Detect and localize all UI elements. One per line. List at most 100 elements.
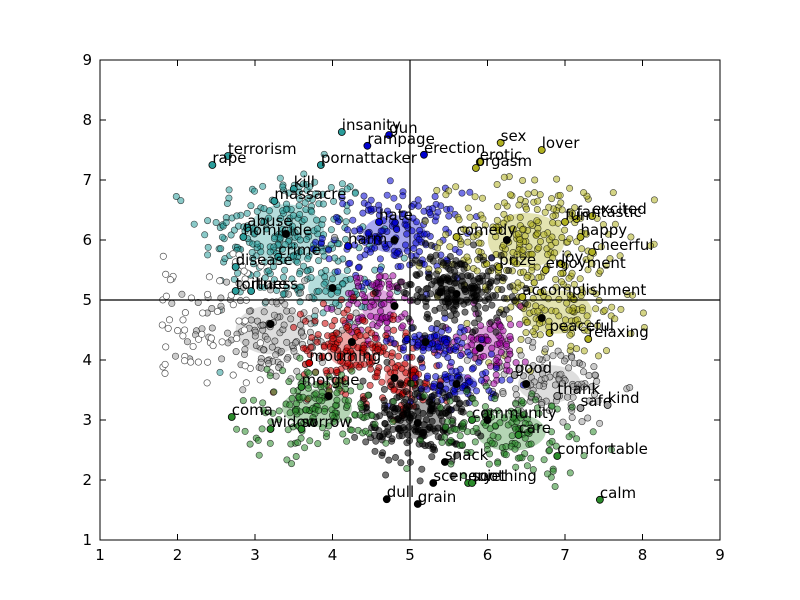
scatter-point (485, 460, 493, 468)
scatter-point (456, 351, 464, 359)
scatter-point (375, 412, 383, 420)
scatter-point (399, 192, 407, 200)
scatter-point (506, 191, 514, 199)
scatter-point (376, 307, 384, 315)
scatter-point (396, 278, 404, 286)
scatter-point (543, 470, 551, 478)
scatter-point (458, 277, 466, 285)
scatter-point (484, 293, 492, 301)
scatter-point (530, 189, 538, 197)
scatter-point (557, 269, 565, 277)
scatter-point (626, 383, 634, 391)
scatter-point (279, 367, 287, 375)
scatter-point (463, 253, 471, 261)
scatter-point (372, 437, 380, 445)
scatter-point (351, 410, 359, 418)
scatter-point (500, 173, 508, 181)
scatter-point (299, 344, 307, 352)
scatter-point (181, 326, 189, 334)
scatter-point (415, 235, 423, 243)
scatter-point (342, 235, 350, 243)
scatter-point (594, 397, 602, 405)
axis-ticks: 1 2 3 4 5 6 7 8 9 1 2 3 4 5 6 7 8 9 (82, 51, 724, 564)
scatter-point (322, 367, 330, 375)
word-label: pornattacker (321, 149, 418, 167)
scatter-point (627, 233, 635, 241)
word-point (227, 413, 236, 421)
scatter-point (442, 191, 450, 199)
scatter-point (460, 265, 468, 273)
word-point (588, 248, 597, 256)
word-point (270, 197, 279, 205)
word-point (471, 164, 480, 172)
scatter-point (477, 432, 485, 440)
scatter-point (568, 353, 576, 361)
scatter-point (481, 304, 489, 312)
word-label: illness (251, 275, 298, 293)
scatter-point (486, 425, 494, 433)
scatter-point (240, 326, 248, 334)
scatter-point (502, 451, 510, 459)
cluster-centroids (266, 230, 546, 427)
word-point (382, 495, 391, 504)
scatter-point (299, 180, 307, 188)
word-point (475, 158, 484, 166)
scatter-point (548, 233, 556, 241)
scatter-point (279, 273, 287, 281)
scatter-point (239, 283, 247, 291)
scatter-point (525, 243, 533, 251)
scatter-point (381, 419, 389, 427)
scatter-point (239, 397, 247, 405)
scatter-point (543, 354, 551, 362)
scatter-point (258, 425, 266, 433)
scatter-point (584, 414, 592, 422)
scatter-point (584, 319, 592, 327)
scatter-point (446, 205, 454, 213)
word-point (385, 131, 393, 139)
scatter-point (559, 418, 567, 426)
word-point (595, 495, 604, 504)
scatter-point (578, 306, 586, 314)
scatter-point (371, 288, 379, 296)
scatter-point (436, 403, 444, 411)
scatter-point (436, 288, 444, 296)
scatter-point (500, 199, 508, 207)
scatter-point (181, 357, 189, 365)
scatter-point (325, 255, 333, 263)
scatter-point (484, 336, 492, 344)
scatter-point (318, 352, 326, 360)
scatter-point (518, 397, 526, 405)
scatter-point (534, 197, 542, 205)
word-point (541, 266, 550, 274)
scatter-point (421, 332, 429, 340)
word-label: insanity (342, 116, 401, 134)
scatter-point (302, 406, 310, 414)
scatter-point (446, 253, 454, 261)
word-point (584, 335, 593, 343)
scatter-point (161, 360, 169, 368)
scatter-point (190, 220, 198, 228)
scatter-point (541, 208, 549, 216)
scatter-point (548, 402, 556, 410)
centroid-point (537, 314, 546, 322)
scatter-point (233, 334, 241, 343)
scatter-point (257, 262, 265, 270)
scatter-point (588, 383, 596, 391)
scatter-point (325, 246, 333, 254)
scatter-point (437, 382, 445, 390)
scatter-point (507, 407, 515, 415)
scatter-point (410, 396, 418, 404)
scatter-point (336, 352, 344, 360)
scatter-point (458, 405, 466, 413)
scatter-point (460, 471, 468, 479)
scatter-point (488, 439, 496, 447)
scatter-point (218, 355, 226, 363)
scatter-point (290, 323, 298, 331)
scatter-point (488, 301, 496, 309)
scatter-point (452, 302, 460, 310)
scatter-point (379, 449, 387, 457)
x-tick-label: 7 (560, 546, 570, 564)
scatter-point (207, 334, 215, 342)
scatter-point (412, 403, 420, 411)
scatter-point (291, 339, 299, 347)
